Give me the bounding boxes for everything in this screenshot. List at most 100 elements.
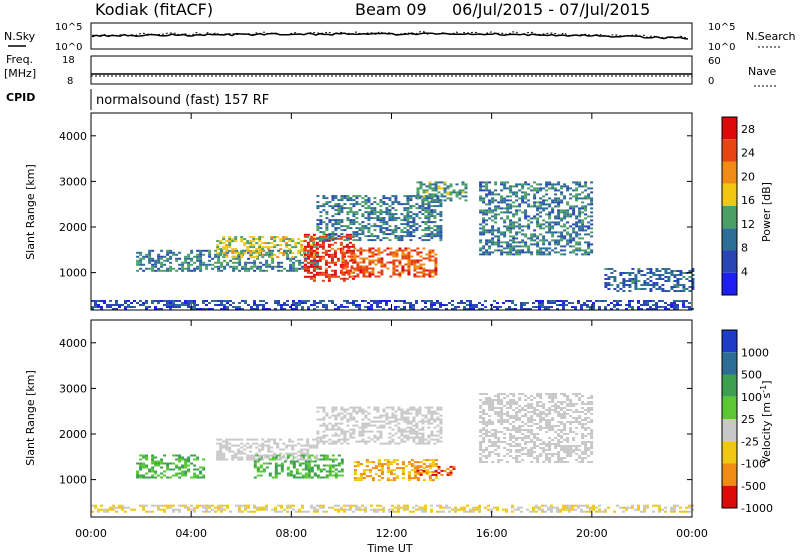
- heatmap-cell: [386, 459, 390, 462]
- heatmap-cell: [550, 302, 553, 304]
- heatmap-cell: [259, 265, 263, 268]
- heatmap-cell: [509, 403, 513, 405]
- heatmap-cell: [341, 259, 345, 262]
- heatmap-cell: [485, 401, 489, 403]
- heatmap-cell: [291, 446, 295, 449]
- heatmap-cell: [222, 458, 226, 461]
- heatmap-cell: [424, 508, 427, 511]
- heatmap-cell: [391, 217, 395, 220]
- heatmap-cell: [449, 473, 453, 476]
- heatmap-cell: [273, 240, 277, 243]
- heatmap-cell: [202, 468, 206, 471]
- heatmap-cell: [400, 414, 404, 417]
- heatmap-cell: [446, 473, 450, 476]
- heatmap-cell: [421, 213, 425, 216]
- heatmap-cell: [545, 185, 549, 188]
- heatmap-cell: [485, 239, 489, 242]
- heatmap-cell: [488, 419, 492, 421]
- heatmap-cell: [217, 506, 220, 509]
- heatmap-cell: [349, 223, 353, 226]
- heatmap-cell: [261, 250, 265, 253]
- heatmap-cell: [267, 454, 271, 457]
- heatmap-cell: [581, 403, 585, 405]
- heatmap-cell: [439, 219, 443, 222]
- heatmap-cell: [362, 469, 366, 472]
- heatmap-cell: [217, 255, 221, 258]
- heatmap-cell: [309, 446, 313, 449]
- heatmap-cell: [506, 243, 510, 246]
- heatmap-cell: [103, 510, 106, 513]
- heatmap-cell: [509, 185, 513, 188]
- colorbar-swatch: [722, 139, 737, 162]
- heatmap-cell: [295, 472, 299, 475]
- heatmap-cell: [172, 474, 176, 477]
- heatmap-cell: [412, 205, 416, 208]
- nsky-tick-top: 10^5: [55, 22, 82, 33]
- heatmap-cell: [268, 474, 272, 477]
- heatmap-cell: [295, 460, 299, 463]
- heatmap-cell: [379, 227, 383, 230]
- heatmap-cell: [386, 477, 390, 480]
- heatmap-cell: [430, 410, 434, 413]
- heatmap-cell: [485, 243, 489, 246]
- heatmap-cell: [331, 426, 335, 429]
- heatmap-cell: [136, 474, 140, 477]
- heatmap-cell: [506, 187, 510, 190]
- heatmap-cell: [178, 458, 182, 461]
- heatmap-cell: [424, 221, 428, 224]
- heatmap-cell: [673, 300, 676, 302]
- heatmap-cell: [276, 256, 280, 259]
- heatmap-cell: [566, 451, 570, 453]
- heatmap-cell: [512, 429, 516, 431]
- heatmap-cell: [527, 219, 531, 222]
- heatmap-cell: [184, 458, 188, 461]
- heatmap-cell: [343, 306, 346, 308]
- heatmap-cell: [376, 237, 380, 240]
- heatmap-cell: [425, 257, 429, 260]
- heatmap-cell: [572, 209, 576, 212]
- heatmap-cell: [637, 280, 641, 282]
- heatmap-cell: [309, 239, 313, 242]
- heatmap-cell: [340, 508, 343, 511]
- heatmap-cell: [297, 250, 301, 253]
- heatmap-cell: [358, 237, 362, 240]
- heatmap-cell: [581, 441, 585, 443]
- heatmap-cell: [151, 454, 155, 457]
- heatmap-cell: [268, 308, 271, 310]
- heatmap-cell: [315, 250, 319, 253]
- heatmap-cell: [590, 395, 594, 397]
- heatmap-cell: [312, 242, 316, 245]
- heatmap-cell: [536, 191, 540, 194]
- heatmap-cell: [403, 430, 407, 433]
- heatmap-cell: [359, 247, 363, 250]
- heatmap-cell: [154, 462, 158, 465]
- heatmap-cell: [664, 302, 667, 304]
- heatmap-cell: [400, 231, 404, 234]
- heatmap-cell: [403, 412, 407, 415]
- heatmap-cell: [482, 419, 486, 421]
- heatmap-cell: [652, 304, 655, 306]
- heatmap-cell: [506, 209, 510, 212]
- heatmap-cell: [509, 203, 513, 206]
- heatmap-cell: [482, 197, 486, 200]
- heatmap-cell: [340, 416, 344, 419]
- heatmap-cell: [409, 432, 413, 435]
- heatmap-cell: [322, 504, 325, 507]
- heatmap-cell: [412, 306, 415, 308]
- heatmap-cell: [436, 406, 440, 409]
- heatmap-cell: [223, 304, 226, 306]
- heatmap-cell: [575, 449, 579, 451]
- heatmap-cell: [223, 267, 227, 270]
- heatmap-cell: [222, 252, 226, 255]
- heatmap-cell: [649, 300, 652, 302]
- heatmap-cell: [497, 419, 501, 421]
- heatmap-cell: [353, 257, 357, 260]
- heatmap-cell: [479, 227, 483, 230]
- heatmap-cell: [449, 469, 453, 472]
- heatmap-cell: [488, 403, 492, 405]
- heatmap-cell: [241, 504, 244, 507]
- heatmap-cell: [466, 304, 469, 306]
- heatmap-cell: [388, 209, 392, 212]
- heatmap-cell: [283, 302, 286, 304]
- heatmap-cell: [454, 308, 457, 310]
